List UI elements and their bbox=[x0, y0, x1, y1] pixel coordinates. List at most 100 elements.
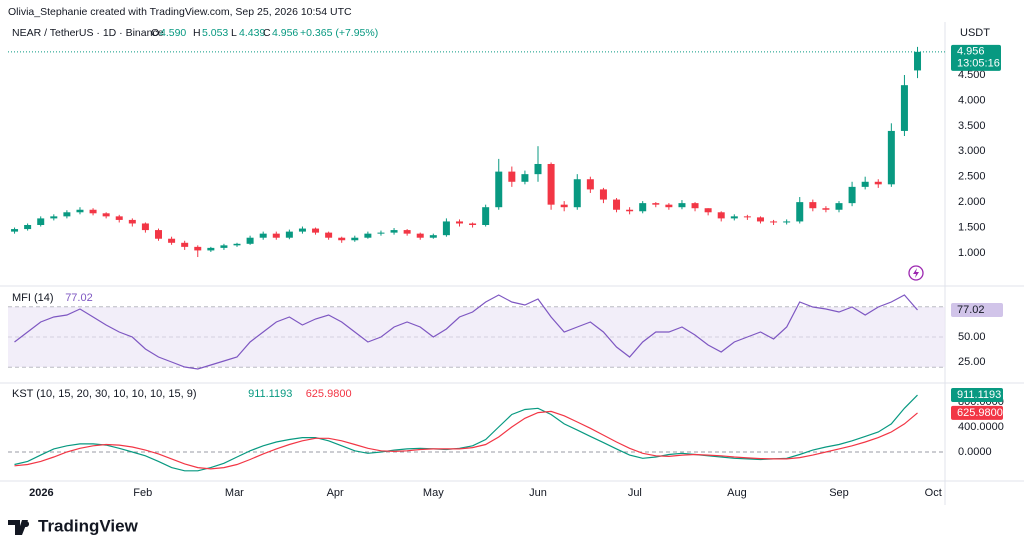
candle-body bbox=[783, 221, 791, 223]
candle-body bbox=[521, 174, 529, 182]
candle-body bbox=[639, 203, 647, 212]
candle-body bbox=[560, 204, 568, 208]
countdown: 13:05:16 bbox=[957, 58, 1000, 70]
candle-body bbox=[796, 202, 804, 222]
candle-body bbox=[351, 237, 359, 241]
x-tick-label: Mar bbox=[225, 487, 244, 499]
candle-body bbox=[338, 237, 346, 241]
candle-body bbox=[652, 203, 660, 205]
candle-body bbox=[455, 221, 463, 224]
y-tick-label: 0.0000 bbox=[958, 446, 992, 458]
candle-body bbox=[220, 245, 228, 248]
candle-body bbox=[233, 243, 241, 246]
l-label: L bbox=[231, 27, 237, 39]
candle-body bbox=[442, 221, 450, 236]
candle-body bbox=[887, 130, 895, 185]
candle-body bbox=[835, 203, 843, 210]
candle-body bbox=[678, 203, 686, 208]
candle-body bbox=[403, 230, 411, 234]
candle-body bbox=[377, 232, 385, 234]
candle-body bbox=[76, 209, 84, 213]
y-tick-label: 1.500 bbox=[958, 221, 986, 233]
x-tick-label: Sep bbox=[829, 487, 849, 499]
candle-body bbox=[770, 221, 778, 223]
x-tick-label: Jul bbox=[628, 487, 642, 499]
candle-body bbox=[154, 230, 162, 239]
y-tick-label: 400.0000 bbox=[958, 421, 1004, 433]
y-tick-label: 25.00 bbox=[958, 356, 986, 368]
candle-body bbox=[730, 216, 738, 219]
candle-body bbox=[665, 204, 673, 208]
y-tick-label: 4.000 bbox=[958, 94, 986, 106]
readout: 77.02 bbox=[65, 292, 93, 304]
x-tick-label: May bbox=[423, 487, 444, 499]
candle-body bbox=[63, 212, 71, 217]
candle-body bbox=[508, 171, 516, 182]
candle-body bbox=[861, 181, 869, 187]
brand-name: TradingView bbox=[38, 516, 139, 535]
candle-body bbox=[626, 209, 634, 212]
candle-body bbox=[599, 189, 607, 200]
value-box-label: 625.9800 bbox=[957, 407, 1003, 419]
candle-body bbox=[89, 209, 97, 214]
candle-body bbox=[272, 233, 280, 238]
o-value: 4.590 bbox=[160, 27, 186, 39]
symbol-title: NEAR / TetherUS · 1D · Binance bbox=[12, 27, 164, 39]
x-tick-label: Oct bbox=[925, 487, 942, 499]
candle-body bbox=[914, 51, 922, 71]
change: +0.365 (+7.95%) bbox=[300, 27, 378, 39]
candle-body bbox=[704, 208, 712, 213]
c-label: C bbox=[263, 27, 271, 39]
credit: Olivia_Stephanie created with TradingVie… bbox=[8, 6, 352, 18]
brand-logo bbox=[8, 520, 30, 535]
candle-body bbox=[50, 216, 58, 219]
band-fill bbox=[8, 307, 945, 367]
candle-body bbox=[482, 207, 490, 225]
h-value: 5.053 bbox=[202, 27, 228, 39]
candle-body bbox=[390, 230, 398, 233]
readout: 625.9800 bbox=[306, 388, 352, 400]
candle-body bbox=[312, 228, 320, 233]
value-box-label: 77.02 bbox=[957, 304, 985, 316]
x-tick-label: Aug bbox=[727, 487, 747, 499]
candle-body bbox=[586, 179, 594, 190]
y-tick-label: 4.500 bbox=[958, 69, 986, 81]
currency: USDT bbox=[960, 27, 990, 39]
y-tick-label: 2.000 bbox=[958, 196, 986, 208]
last-price-box bbox=[951, 44, 1001, 71]
candles bbox=[11, 46, 922, 258]
candle-body bbox=[259, 233, 267, 238]
candle-body bbox=[325, 232, 333, 238]
candle-body bbox=[874, 181, 882, 185]
y-tick-label: 3.500 bbox=[958, 120, 986, 132]
candle-body bbox=[11, 229, 19, 232]
candle-body bbox=[298, 228, 306, 232]
candle-body bbox=[194, 246, 202, 251]
x-tick-label: Apr bbox=[327, 487, 344, 499]
h-label: H bbox=[193, 27, 201, 39]
candle-body bbox=[181, 242, 189, 247]
candle-body bbox=[809, 202, 817, 209]
c-value: 4.956 bbox=[272, 27, 298, 39]
candle-body bbox=[24, 225, 32, 230]
candle-body bbox=[495, 171, 503, 208]
o-label: O bbox=[151, 27, 159, 39]
candle-body bbox=[168, 238, 176, 243]
indicator-line bbox=[14, 410, 918, 470]
x-tick-label: Feb bbox=[133, 487, 152, 499]
candle-body bbox=[822, 208, 830, 210]
candle-body bbox=[128, 219, 136, 224]
candle-body bbox=[613, 199, 621, 210]
candle-body bbox=[37, 218, 45, 225]
candle-body bbox=[246, 237, 254, 244]
x-tick-label: Jun bbox=[529, 487, 547, 499]
candle-body bbox=[141, 223, 149, 231]
candle-body bbox=[534, 163, 542, 175]
candle-body bbox=[364, 233, 372, 238]
candle-body bbox=[285, 231, 293, 238]
y-tick-label: 50.00 bbox=[958, 331, 986, 343]
candle-body bbox=[691, 203, 699, 209]
candle-body bbox=[416, 233, 424, 238]
